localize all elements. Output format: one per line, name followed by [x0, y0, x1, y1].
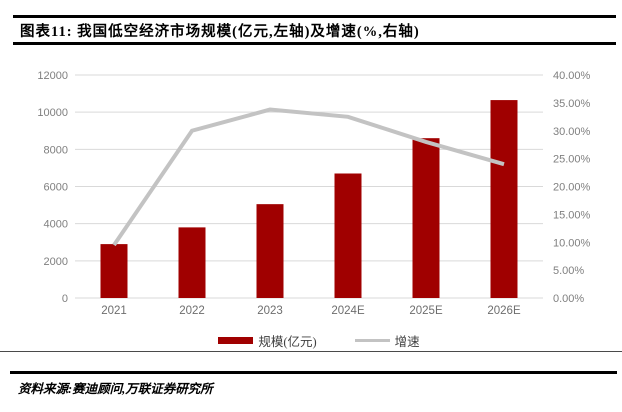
svg-text:2022: 2022 [179, 305, 205, 317]
legend-label-growth: 增速 [394, 335, 420, 349]
svg-text:35.00%: 35.00% [553, 98, 591, 110]
svg-text:30.00%: 30.00% [553, 126, 591, 138]
source-text: 资料来源:赛迪顾问,万联证券研究所 [18, 382, 213, 396]
svg-text:2026E: 2026E [487, 305, 521, 317]
figure-title: 图表11: 我国低空经济市场规模(亿元,左轴)及增速(%,右轴) [20, 23, 420, 40]
svg-text:2023: 2023 [257, 305, 283, 317]
legend-bar-swatch [218, 336, 254, 345]
footer-thick-rule [10, 371, 617, 374]
legend-label-scale: 规模(亿元) [258, 335, 317, 349]
svg-text:4000: 4000 [44, 219, 68, 231]
svg-text:2000: 2000 [44, 256, 68, 268]
legend-line-swatch [354, 339, 390, 342]
title-bottom-rule [13, 42, 616, 45]
svg-text:10.00%: 10.00% [553, 237, 591, 249]
legend-item-scale: 规模(亿元) [218, 331, 317, 350]
chart-canvas: 0 2000 4000 6000 8000 10000 12000 0.00% 5.00% 10.… [37, 70, 591, 317]
chart-legend: 规模(亿元) 增速 [0, 331, 622, 350]
svg-text:20.00%: 20.00% [553, 182, 591, 194]
footer-thin-rule [0, 351, 622, 352]
combo-chart: 0 2000 4000 6000 8000 10000 12000 0.00% 5.00% 10.… [0, 58, 622, 324]
svg-text:40.00%: 40.00% [553, 70, 591, 82]
svg-text:2025E: 2025E [409, 305, 443, 317]
svg-text:15.00%: 15.00% [553, 209, 591, 221]
svg-text:0.00%: 0.00% [553, 293, 584, 305]
title-top-rule [13, 15, 616, 18]
svg-text:6000: 6000 [44, 182, 68, 194]
legend-item-growth: 增速 [354, 331, 420, 350]
svg-text:12000: 12000 [37, 70, 68, 82]
svg-text:2021: 2021 [101, 305, 127, 317]
svg-text:2024E: 2024E [331, 305, 365, 317]
svg-text:8000: 8000 [44, 144, 68, 156]
svg-text:25.00%: 25.00% [553, 154, 591, 166]
svg-text:5.00%: 5.00% [553, 265, 584, 277]
svg-text:10000: 10000 [37, 107, 68, 119]
svg-text:0: 0 [62, 293, 68, 305]
